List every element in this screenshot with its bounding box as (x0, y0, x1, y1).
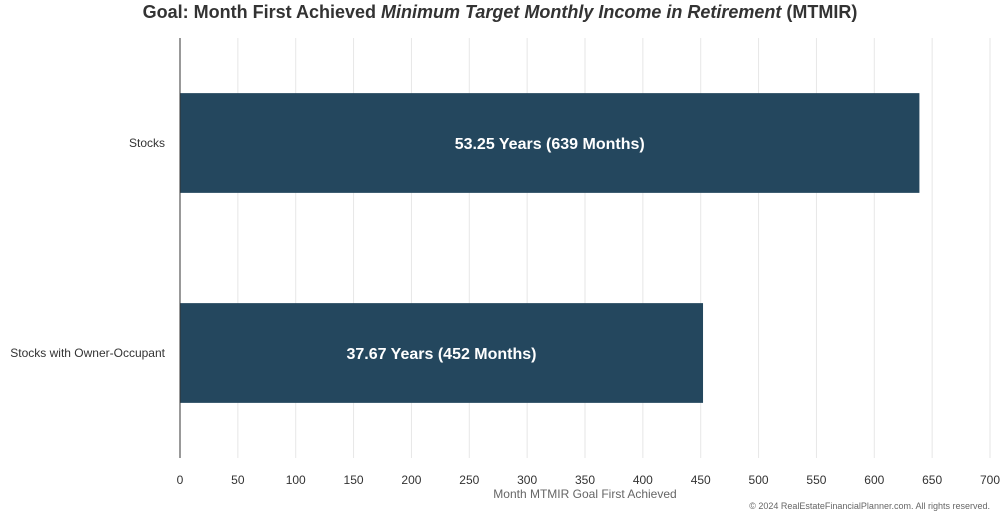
x-axis-title: Month MTMIR Goal First Achieved (493, 487, 676, 501)
x-tick-label: 0 (177, 473, 184, 487)
chart-title: Goal: Month First Achieved Minimum Targe… (0, 2, 1000, 23)
x-tick-label: 600 (864, 473, 884, 487)
x-tick-label: 400 (633, 473, 653, 487)
bar (180, 93, 920, 193)
category-label: Stocks (129, 136, 165, 150)
x-tick-label: 100 (286, 473, 306, 487)
x-tick-label: 350 (575, 473, 595, 487)
x-tick-label: 150 (344, 473, 364, 487)
bar (180, 303, 704, 403)
x-tick-label: 550 (806, 473, 826, 487)
y-axis-categories: Stocks Stocks with Owner-Occupant (10, 136, 165, 360)
bar-data-label: 37.67 Years (452 Months) (346, 346, 536, 363)
bars: 53.25 Years (639 Months) 37.67 Years (452… (180, 93, 920, 403)
x-tick-label: 50 (231, 473, 245, 487)
x-tick-label: 200 (401, 473, 421, 487)
x-tick-label: 500 (749, 473, 769, 487)
chart-title-emphasis: Minimum Target Monthly Income in Retirem… (381, 2, 782, 22)
category-label: Stocks with Owner-Occupant (10, 346, 165, 360)
bar-data-label: 53.25 Years (639 Months) (455, 136, 645, 153)
x-tick-label: 450 (691, 473, 711, 487)
chart-title-prefix: Goal: Month First Achieved (142, 2, 381, 22)
x-tick-label: 250 (459, 473, 479, 487)
x-tick-label: 300 (517, 473, 537, 487)
x-tick-label: 650 (922, 473, 942, 487)
chart-title-suffix: (MTMIR) (781, 2, 858, 22)
x-axis-ticks: 0 50 100 150 200 250 300 350 400 450 500 550 600 650 7… (177, 473, 1000, 487)
copyright-notice: © 2024 RealEstateFinancialPlanner.com. A… (749, 501, 990, 511)
x-tick-label: 700 (980, 473, 1000, 487)
